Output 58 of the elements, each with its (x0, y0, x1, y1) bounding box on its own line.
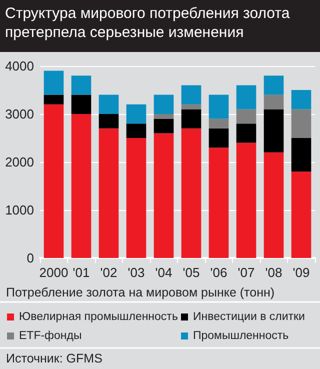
bar (44, 94, 64, 104)
bar (71, 114, 92, 258)
x-tick-label: '07 (238, 265, 255, 280)
bar (291, 90, 312, 110)
bar (126, 124, 146, 138)
y-tick-label: 3000 (5, 106, 34, 122)
bar (154, 118, 174, 134)
bar (71, 76, 92, 95)
chart-title: Структура мирового потребления золота претерпела серьезные изменения (0, 0, 320, 52)
y-tick-label: 0 (26, 250, 34, 266)
bar (236, 109, 256, 124)
text: Источник: GFMS (6, 352, 102, 366)
x-tick-label: '09 (292, 265, 310, 280)
y-tick-label: 4000 (5, 58, 34, 74)
bar (181, 109, 202, 128)
y-tick-label: 2000 (5, 154, 34, 170)
legend-label: Промышленность (193, 330, 289, 342)
bar (208, 128, 229, 148)
bar (71, 94, 92, 114)
bar (208, 148, 229, 258)
bar (236, 142, 256, 258)
bar (154, 133, 174, 258)
bar (181, 85, 202, 104)
bar (291, 172, 312, 258)
bar (181, 104, 202, 110)
bar (154, 114, 174, 119)
x-tick-label: '02 (100, 265, 118, 280)
bar (98, 114, 119, 128)
bar (126, 138, 146, 258)
x-axis-title: Потребление золота на мировом рынке (тонн) (6, 286, 275, 300)
bar (236, 85, 256, 110)
x-tick-label: 2000 (39, 265, 68, 280)
bar (264, 76, 284, 95)
bar (291, 109, 312, 138)
bar (98, 94, 119, 114)
y-tick-label: 1000 (5, 202, 34, 218)
bar (44, 104, 64, 258)
bar (236, 124, 256, 143)
x-tick-label: '08 (265, 265, 282, 280)
bar (208, 94, 229, 119)
bar (98, 128, 119, 258)
x-tick-label: '03 (128, 265, 145, 280)
bar (264, 109, 284, 152)
x-tick-label: '04 (155, 265, 172, 280)
legend-label: Инвестиции в слитки (193, 311, 305, 323)
bar (264, 152, 284, 258)
legend-label: Ювелирная промышленность (19, 311, 178, 323)
x-tick-label: '06 (210, 265, 228, 280)
bar (154, 94, 174, 114)
bar (291, 138, 312, 172)
legend-label: ETF-фонды (19, 330, 82, 342)
bar (44, 70, 64, 95)
bar (208, 118, 229, 128)
bar (181, 128, 202, 258)
x-tick-label: '01 (72, 265, 90, 280)
x-tick-label: '05 (182, 265, 200, 280)
bar (126, 104, 146, 124)
bar (264, 94, 284, 110)
